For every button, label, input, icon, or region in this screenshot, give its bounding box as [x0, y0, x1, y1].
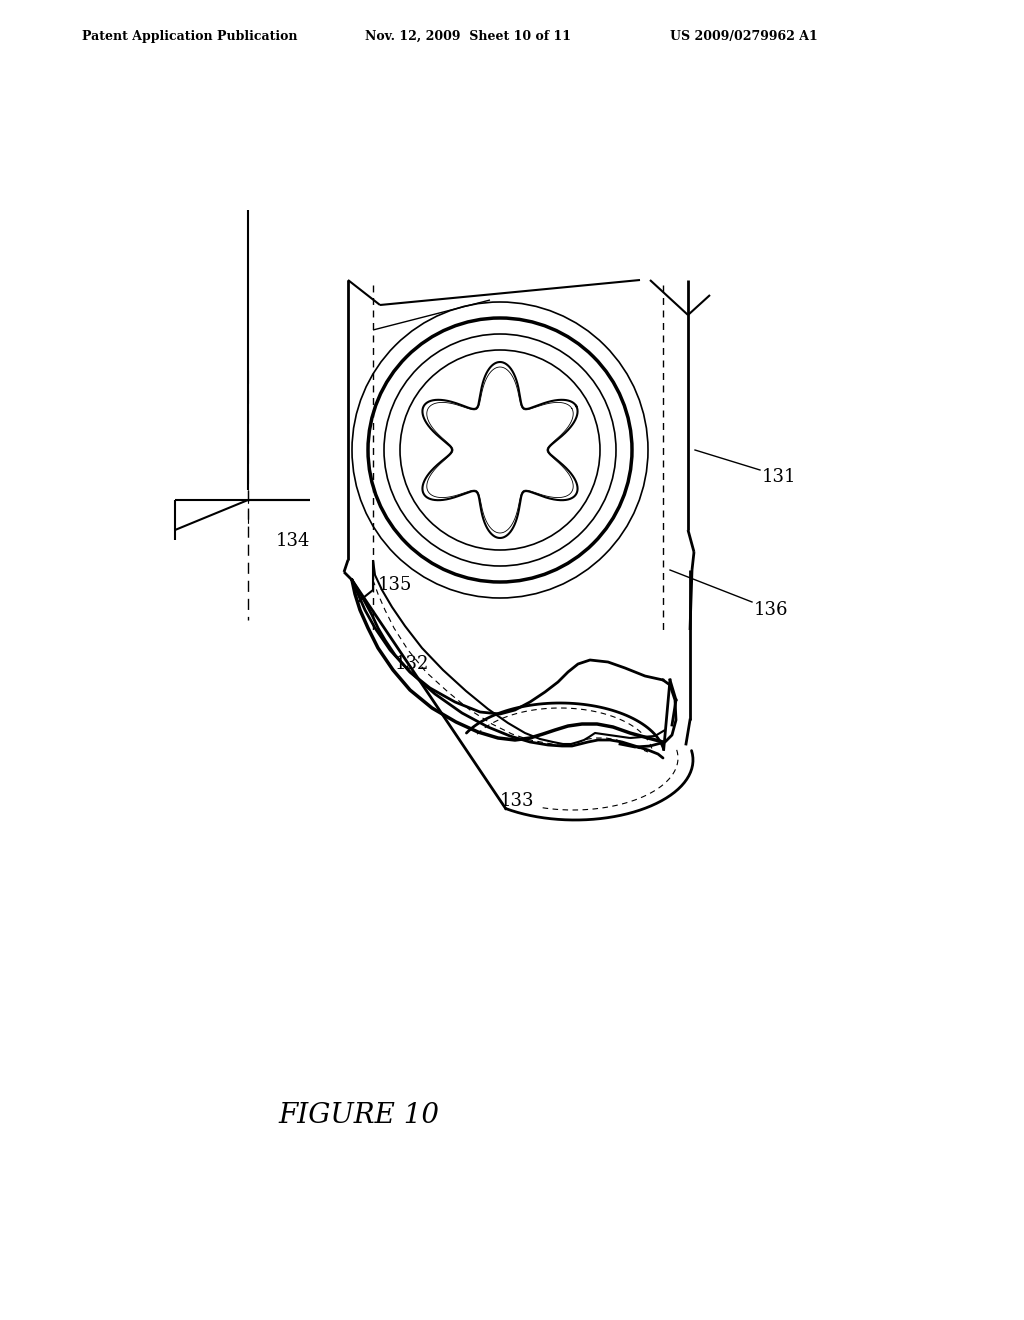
Text: 131: 131 — [762, 469, 797, 486]
Text: 135: 135 — [378, 576, 413, 594]
Text: FIGURE 10: FIGURE 10 — [278, 1102, 439, 1129]
Text: US 2009/0279962 A1: US 2009/0279962 A1 — [670, 30, 818, 44]
Text: 134: 134 — [276, 532, 310, 550]
Text: Patent Application Publication: Patent Application Publication — [82, 30, 298, 44]
Text: Nov. 12, 2009  Sheet 10 of 11: Nov. 12, 2009 Sheet 10 of 11 — [365, 30, 571, 44]
Text: 132: 132 — [395, 655, 429, 673]
Text: 133: 133 — [500, 792, 535, 810]
Text: 136: 136 — [754, 601, 788, 619]
